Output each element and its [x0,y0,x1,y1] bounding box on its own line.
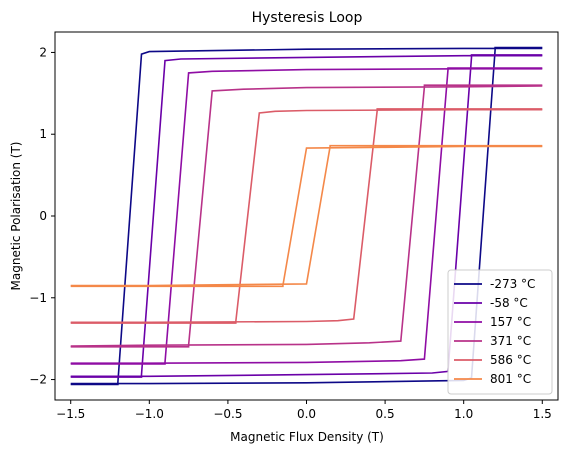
y-tick-label: 0 [39,209,47,223]
legend-label: 586 °C [490,353,531,367]
x-tick-label: −1.5 [56,407,85,421]
series-line-3-lower-branch [70,84,543,347]
x-tick-label: −1.0 [135,407,164,421]
series-line-2-lower-branch [70,67,543,365]
y-tick-label: −2 [29,373,47,387]
y-tick-label: 1 [39,127,47,141]
legend-label: -58 °C [490,296,528,310]
series-line-3-upper-branch [70,85,543,348]
x-tick-label: 0.5 [376,407,395,421]
series-line-5-lower-branch [70,144,543,287]
legend-label: 157 °C [490,315,531,329]
series-line-4-lower-branch [70,108,543,324]
series-line-1-lower-branch [70,54,543,378]
y-tick-label: 2 [39,45,47,59]
series-line-4-upper-branch [70,108,543,324]
legend-box [447,269,553,395]
legend-label: -273 °C [490,277,535,291]
x-tick-label: 1.5 [533,407,552,421]
legend-label: 801 °C [490,372,531,386]
legend: -273 °C -58 °C 157 °C 371 °C 586 °C 801 °C [447,269,553,395]
y-tick-label: −1 [29,291,47,305]
legend-label: 371 °C [490,334,531,348]
x-tick-label: 0.0 [297,407,316,421]
x-tick-label: 1.0 [454,407,473,421]
x-tick-label: −0.5 [213,407,242,421]
x-axis-label: Magnetic Flux Density (T) [230,430,384,444]
ticks-layer: −1.5 −1.0 −0.5 0.0 0.5 1.0 1.5 −2 −1 0 1 2 [29,45,552,421]
chart-title: Hysteresis Loop [252,10,363,26]
y-axis-label: Magnetic Polarisation (T) [9,142,23,291]
